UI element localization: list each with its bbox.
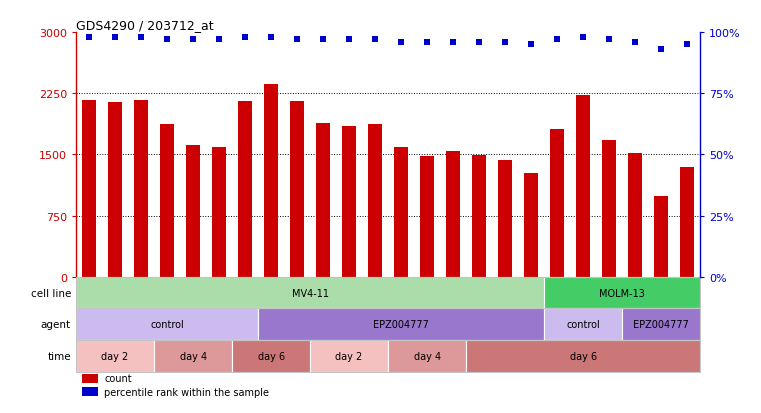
Bar bbox=[680, 168, 694, 277]
Point bbox=[655, 47, 667, 53]
Text: cell line: cell line bbox=[30, 288, 71, 298]
Bar bbox=[446, 152, 460, 277]
Text: GDS4290 / 203712_at: GDS4290 / 203712_at bbox=[76, 19, 214, 32]
Bar bbox=[154, 340, 232, 372]
Bar bbox=[654, 197, 668, 277]
Text: percentile rank within the sample: percentile rank within the sample bbox=[104, 387, 269, 396]
Point bbox=[525, 42, 537, 49]
Bar bbox=[82, 100, 96, 277]
Point bbox=[421, 40, 433, 46]
Point bbox=[681, 42, 693, 49]
Point bbox=[161, 37, 174, 44]
Point bbox=[239, 35, 251, 41]
Text: day 4: day 4 bbox=[180, 351, 207, 361]
Bar bbox=[472, 156, 486, 277]
Bar bbox=[544, 277, 700, 309]
Point bbox=[395, 40, 407, 46]
Text: EPZ004777: EPZ004777 bbox=[373, 320, 429, 330]
Bar bbox=[290, 101, 304, 277]
Point bbox=[265, 35, 277, 41]
Point bbox=[343, 37, 355, 44]
Point bbox=[109, 35, 121, 41]
Bar bbox=[160, 125, 174, 277]
Bar bbox=[82, 387, 98, 396]
Bar bbox=[550, 130, 564, 277]
Text: EPZ004777: EPZ004777 bbox=[633, 320, 689, 330]
Bar bbox=[264, 85, 279, 277]
Bar bbox=[134, 100, 148, 277]
Point bbox=[213, 37, 225, 44]
Point bbox=[369, 37, 381, 44]
Bar bbox=[544, 309, 622, 340]
Bar bbox=[368, 125, 382, 277]
Bar bbox=[76, 309, 258, 340]
Text: day 2: day 2 bbox=[336, 351, 363, 361]
Point bbox=[551, 37, 563, 44]
Point bbox=[291, 37, 303, 44]
Point bbox=[603, 37, 615, 44]
Point bbox=[447, 40, 459, 46]
Bar bbox=[238, 101, 252, 277]
Bar bbox=[628, 153, 642, 277]
Bar bbox=[622, 309, 700, 340]
Text: control: control bbox=[566, 320, 600, 330]
Bar bbox=[316, 124, 330, 277]
Bar bbox=[388, 340, 466, 372]
Bar bbox=[186, 145, 200, 277]
Point bbox=[577, 35, 589, 41]
Point bbox=[499, 40, 511, 46]
Text: time: time bbox=[47, 351, 71, 361]
Bar bbox=[82, 374, 98, 382]
Text: control: control bbox=[150, 320, 184, 330]
Text: MOLM-13: MOLM-13 bbox=[599, 288, 645, 298]
Point bbox=[83, 35, 95, 41]
Bar bbox=[342, 126, 356, 277]
Bar bbox=[466, 340, 700, 372]
Text: count: count bbox=[104, 373, 132, 383]
Bar bbox=[76, 277, 544, 309]
Bar bbox=[524, 174, 538, 277]
Point bbox=[135, 35, 147, 41]
Bar bbox=[576, 96, 591, 277]
Bar bbox=[420, 157, 435, 277]
Text: day 6: day 6 bbox=[569, 351, 597, 361]
Point bbox=[317, 37, 330, 44]
Bar bbox=[76, 340, 154, 372]
Point bbox=[187, 37, 199, 44]
Point bbox=[629, 40, 642, 46]
Text: day 6: day 6 bbox=[257, 351, 285, 361]
Bar bbox=[394, 148, 408, 277]
Point bbox=[473, 40, 486, 46]
Bar bbox=[602, 140, 616, 277]
Bar bbox=[258, 309, 544, 340]
Bar bbox=[498, 161, 512, 277]
Bar bbox=[212, 148, 226, 277]
Text: MV4-11: MV4-11 bbox=[291, 288, 329, 298]
Bar bbox=[310, 340, 388, 372]
Text: day 2: day 2 bbox=[101, 351, 129, 361]
Text: agent: agent bbox=[41, 320, 71, 330]
Text: day 4: day 4 bbox=[413, 351, 441, 361]
Bar bbox=[232, 340, 310, 372]
Bar bbox=[108, 103, 123, 277]
